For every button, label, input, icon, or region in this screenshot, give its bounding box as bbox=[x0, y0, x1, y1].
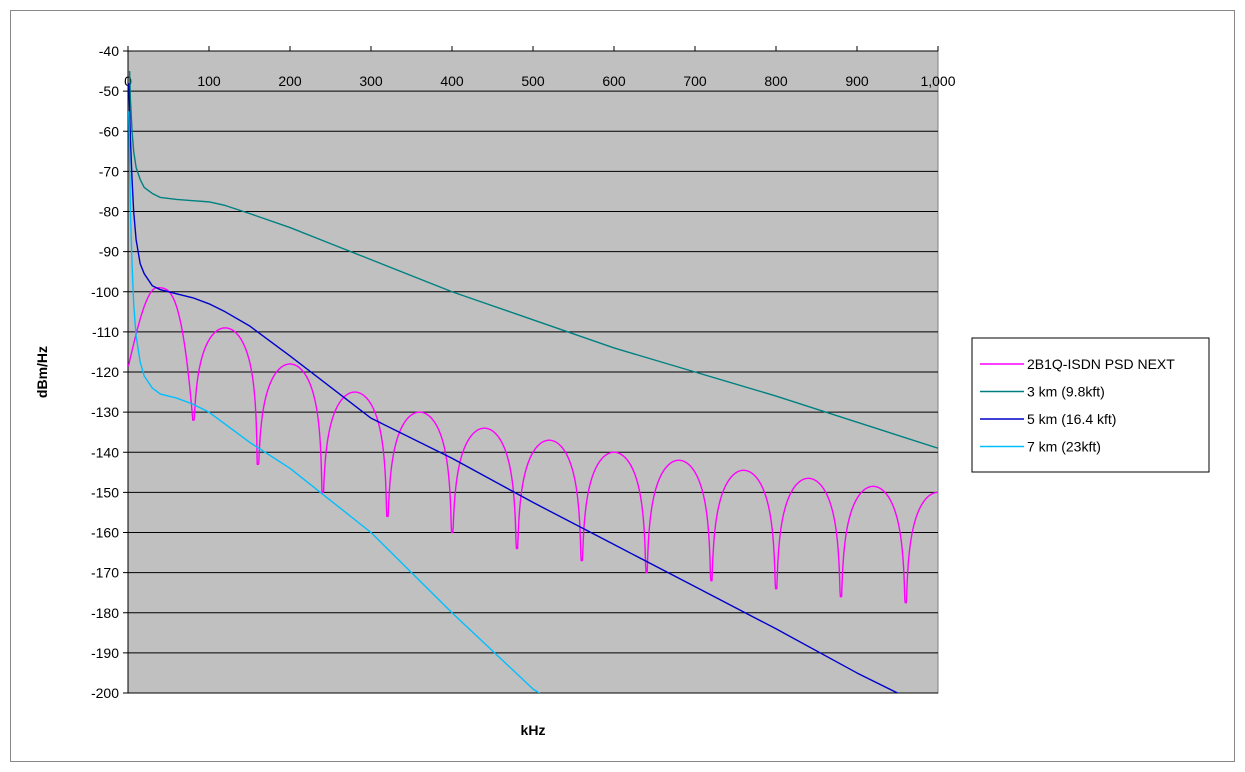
y-tick-label: -180 bbox=[91, 605, 119, 621]
x-tick-label: 600 bbox=[602, 73, 626, 89]
legend: 2B1Q-ISDN PSD NEXT 3 km (9.8kft) 5 km (16.… bbox=[971, 337, 1210, 473]
y-tick-label: -120 bbox=[91, 364, 119, 380]
legend-entry: 7 km (23kft) bbox=[1027, 439, 1101, 455]
x-tick-label: 800 bbox=[764, 73, 788, 89]
x-tick-label: 400 bbox=[440, 73, 464, 89]
y-tick-label: -60 bbox=[99, 123, 119, 139]
y-tick-label: -40 bbox=[99, 43, 119, 59]
y-tick-label: -100 bbox=[91, 284, 119, 300]
x-tick-label: 100 bbox=[197, 73, 221, 89]
series-line bbox=[128, 83, 900, 693]
y-tick-label: -130 bbox=[91, 404, 119, 420]
series-layer bbox=[128, 71, 938, 693]
y-tick-label: -190 bbox=[91, 645, 119, 661]
legend-entry: 5 km (16.4 kft) bbox=[1027, 411, 1116, 427]
y-tick-label: -110 bbox=[92, 324, 119, 340]
y-tick-label: -170 bbox=[91, 565, 119, 581]
y-tick-label: -160 bbox=[91, 525, 119, 541]
series-line bbox=[128, 111, 541, 693]
y-tick-label: -80 bbox=[99, 204, 119, 220]
series-line bbox=[128, 71, 938, 449]
y-axis: -40 -50 -60 -70 -80 -90 -100 -110 -120 -130 -140 -1… bbox=[91, 43, 129, 701]
legend-box bbox=[971, 337, 1210, 473]
y-tick-label: -50 bbox=[99, 83, 119, 99]
y-tick-label: -70 bbox=[99, 163, 119, 179]
x-tick-label: 1,000 bbox=[920, 73, 955, 89]
legend-entry: 2B1Q-ISDN PSD NEXT bbox=[1027, 356, 1175, 372]
x-axis: 01002003004005006007008009001,000 bbox=[124, 46, 956, 89]
chart-frame: 01002003004005006007008009001,000 -40-50… bbox=[10, 10, 1235, 762]
series-line bbox=[128, 287, 938, 604]
x-axis-label: kHz bbox=[521, 722, 546, 738]
y-tick-label: -90 bbox=[99, 244, 119, 260]
y-tick-label: -140 bbox=[91, 444, 119, 460]
legend-entry: 3 km (9.8kft) bbox=[1027, 384, 1105, 400]
x-tick-label: 900 bbox=[845, 73, 869, 89]
x-tick-label: 700 bbox=[683, 73, 707, 89]
x-tick-label: 200 bbox=[278, 73, 302, 89]
line-chart: 01002003004005006007008009001,000 -40-50… bbox=[34, 43, 1210, 738]
y-tick-label: -150 bbox=[91, 484, 119, 500]
y-axis-label: dBm/Hz bbox=[34, 346, 50, 398]
x-tick-label: 500 bbox=[521, 73, 545, 89]
y-tick-label: -200 bbox=[91, 685, 119, 701]
x-tick-label: 300 bbox=[359, 73, 383, 89]
